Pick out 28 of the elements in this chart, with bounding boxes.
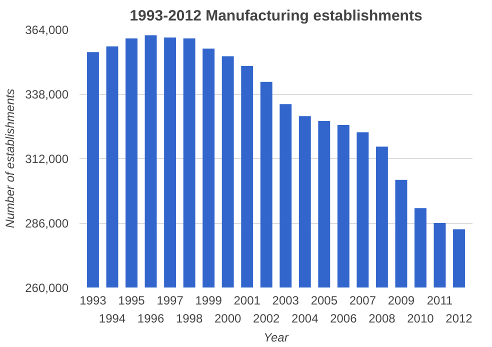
x-tick-label: 2008 bbox=[368, 312, 396, 326]
y-tick-label: 260,000 bbox=[25, 281, 69, 295]
x-axis-title: Year bbox=[264, 330, 290, 344]
x-tick-label: 2000 bbox=[214, 312, 242, 326]
y-tick-label: 286,000 bbox=[25, 216, 69, 230]
x-tick-label: 1997 bbox=[156, 294, 184, 308]
x-tick-label: 1995 bbox=[118, 294, 146, 308]
x-tick-label: 2007 bbox=[349, 294, 376, 308]
x-tick-label: 2003 bbox=[272, 294, 300, 308]
x-tick-label: 2006 bbox=[330, 312, 358, 326]
chart-title: 1993-2012 Manufacturing establishments bbox=[130, 8, 422, 24]
x-tick-label: 2010 bbox=[407, 312, 434, 326]
x-tick-label: 1996 bbox=[137, 312, 164, 326]
x-tick-label: 2001 bbox=[234, 294, 261, 308]
x-tick-label: 1999 bbox=[195, 294, 222, 308]
x-tick-label: 2004 bbox=[292, 312, 319, 326]
x-tick-label: 1993 bbox=[80, 294, 107, 308]
x-tick-label: 2005 bbox=[310, 294, 338, 308]
y-tick-label: 364,000 bbox=[25, 23, 69, 37]
x-tick-label: 2009 bbox=[388, 294, 415, 308]
y-axis-title: Number of establishments bbox=[3, 88, 18, 228]
y-tick-label: 338,000 bbox=[25, 88, 69, 102]
x-tick-label: 1994 bbox=[98, 312, 126, 326]
x-tick-label: 2002 bbox=[253, 312, 280, 326]
x-tick-label: 2012 bbox=[446, 312, 473, 326]
x-tick-label: 2011 bbox=[426, 294, 453, 308]
y-tick-label: 312,000 bbox=[25, 152, 69, 166]
x-tick-label: 1998 bbox=[176, 312, 203, 326]
